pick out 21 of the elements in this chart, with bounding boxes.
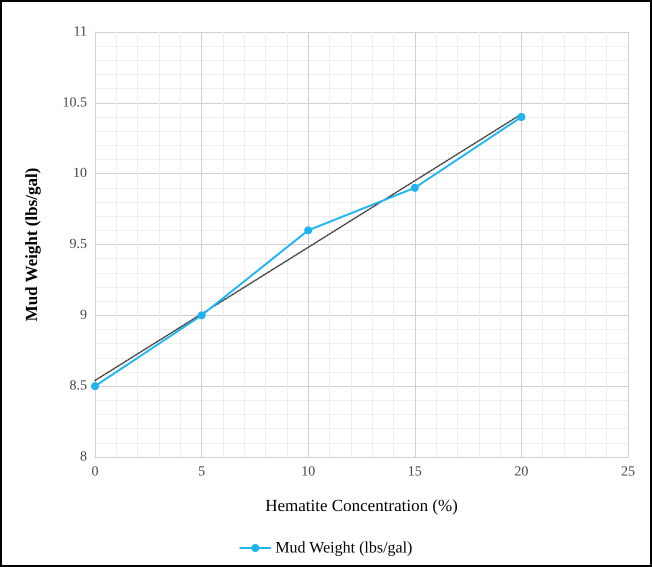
x-tick-label: 15 [408, 464, 422, 480]
x-tick-label: 5 [198, 464, 206, 480]
legend-label: Mud Weight (lbs/gal) [275, 540, 412, 556]
x-tick-label: 0 [92, 464, 98, 480]
point [410, 184, 419, 192]
y-tick-label: 10 [73, 166, 87, 182]
y-tick-label: 8 [80, 450, 87, 464]
x-tick-label: 25 [621, 464, 635, 480]
y-tick-label: 10.5 [62, 95, 87, 110]
y-tick-label: 11 [74, 24, 87, 40]
x-tick-label: 10 [301, 464, 316, 480]
point [304, 226, 312, 234]
y-tick-label: 9 [80, 308, 87, 323]
y-tick-label: 9.5 [70, 237, 87, 252]
x-tick-label: 20 [514, 464, 528, 480]
point [91, 382, 99, 390]
y-axis-title: Mud Weight (lbs/gal) [22, 168, 41, 322]
x-axis-title: Hematite Concentration (%) [265, 496, 458, 515]
y-tick-label: 8.5 [70, 378, 87, 394]
point [198, 311, 206, 320]
point [517, 113, 526, 121]
